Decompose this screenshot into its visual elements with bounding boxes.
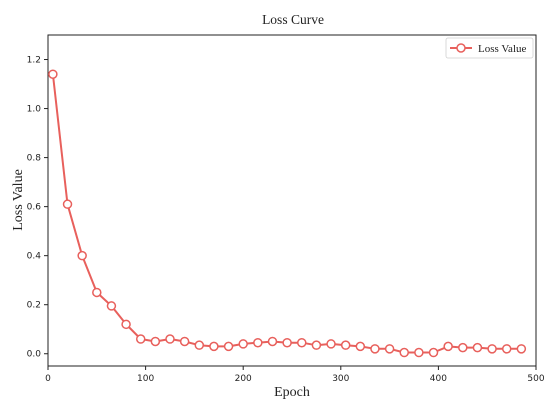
data-point [282, 337, 292, 348]
x-axis-label: Epoch [274, 385, 310, 400]
data-point [165, 334, 175, 344]
data-point [428, 347, 439, 358]
x-tick-label: 300 [332, 374, 349, 384]
legend-box [445, 37, 534, 59]
y-tick-label: 0.0 [27, 350, 42, 360]
data-point [311, 340, 322, 350]
y-tick-label: 0.4 [27, 252, 42, 262]
data-point [414, 347, 424, 358]
legend-circle-marker [456, 43, 466, 53]
data-point [399, 347, 409, 358]
data-point [384, 344, 395, 354]
data-point [48, 69, 58, 79]
plot-frame [47, 34, 537, 367]
data-point [355, 341, 366, 352]
data-point [62, 199, 73, 209]
y-tick-label: 1.0 [27, 105, 42, 115]
data-point [121, 319, 131, 330]
data-point [77, 250, 87, 261]
x-tick-label: 100 [137, 374, 154, 384]
x-tick-label: 0 [45, 374, 51, 384]
data-point [209, 341, 219, 352]
x-tick-label: 500 [527, 374, 544, 384]
y-tick-label: 1.2 [27, 56, 41, 66]
data-point [443, 341, 453, 352]
series-layer [48, 69, 527, 358]
chart-title: Loss Curve [262, 12, 324, 27]
data-point [370, 344, 380, 354]
data-point [340, 340, 351, 350]
data-point [487, 344, 497, 354]
x-axis: 0 100 200 300 400 500 [45, 366, 545, 384]
data-point [267, 336, 278, 347]
data-point [92, 287, 102, 298]
y-tick-label: 0.8 [27, 154, 42, 164]
y-tick-label: 0.2 [27, 301, 41, 311]
plot-area [47, 34, 537, 367]
data-point [179, 336, 190, 347]
data-point [150, 336, 161, 347]
data-point [516, 344, 527, 354]
data-point [253, 337, 263, 348]
data-point [326, 339, 336, 349]
data-point [501, 344, 512, 354]
y-axis-label: Loss Value [11, 169, 26, 231]
data-point [135, 334, 146, 344]
data-point [238, 339, 248, 349]
data-point [106, 301, 117, 311]
legend: Loss Value [445, 37, 534, 59]
x-tick-label: 200 [235, 374, 252, 384]
data-point [458, 342, 468, 353]
data-point [223, 341, 234, 352]
y-tick-label: 0.6 [27, 203, 42, 213]
series-line [51, 74, 522, 354]
data-point [297, 337, 307, 348]
legend-label: Loss Value [478, 43, 526, 55]
data-point [194, 340, 205, 350]
x-tick-label: 400 [430, 374, 447, 384]
y-axis: 0.0 0.2 0.4 0.6 0.8 1.0 1.2 [27, 56, 48, 360]
data-point [472, 342, 483, 353]
